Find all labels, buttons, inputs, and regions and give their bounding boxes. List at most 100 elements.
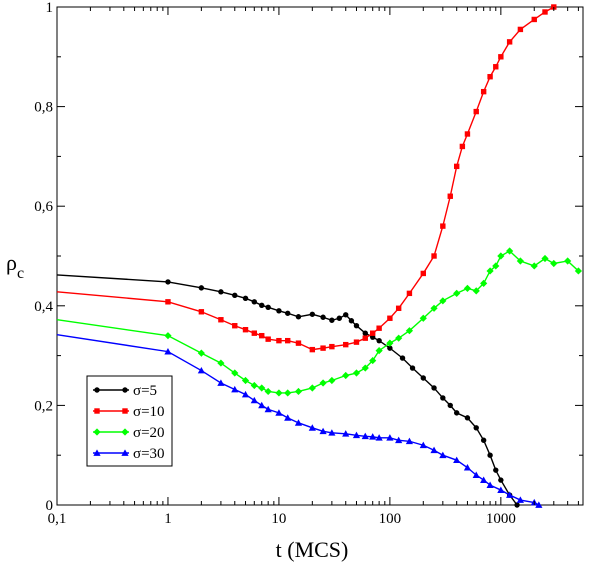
data-point — [275, 389, 283, 397]
data-point — [493, 467, 499, 473]
legend-label: σ=5 — [133, 383, 157, 399]
data-point — [275, 409, 283, 416]
data-point — [376, 325, 382, 331]
data-point — [231, 385, 239, 393]
series-1 — [56, 274, 520, 508]
data-point — [294, 387, 303, 396]
data-point — [342, 430, 350, 437]
data-point — [342, 371, 350, 380]
data-point — [362, 335, 368, 341]
data-point — [574, 267, 583, 275]
legend-label: σ=10 — [133, 404, 165, 420]
data-point — [352, 369, 361, 377]
y-axis-title: ρc — [6, 250, 24, 282]
data-point — [250, 381, 258, 390]
data-point — [541, 254, 549, 263]
data-point — [498, 54, 504, 60]
tick-layer: 0,1 1 10 100 1000 0 0,2 0,4 0,6 0,8 1 — [34, 0, 583, 527]
legend-label: σ=20 — [133, 425, 165, 441]
data-point — [258, 384, 266, 392]
data-point — [480, 88, 487, 95]
data-point — [276, 337, 282, 344]
data-point — [232, 323, 238, 329]
data-point — [463, 464, 472, 471]
data-point — [386, 339, 394, 347]
data-point — [369, 356, 377, 365]
legend-marker — [94, 408, 100, 414]
data-point — [480, 476, 488, 483]
data-point — [395, 334, 403, 342]
data-point — [480, 437, 487, 443]
data-point — [387, 345, 393, 351]
data-point — [284, 414, 292, 421]
data-point — [309, 311, 316, 317]
data-point — [198, 285, 205, 291]
legend-marker — [93, 428, 101, 436]
series-line — [56, 250, 579, 394]
data-point — [376, 337, 382, 344]
data-point — [361, 364, 369, 372]
data-point — [542, 9, 548, 15]
data-point — [472, 471, 480, 478]
legend-box — [86, 375, 173, 467]
x-axis-title: t (MCS) — [276, 537, 349, 562]
y-tick-label: 0,8 — [34, 100, 53, 116]
data-point — [285, 310, 291, 316]
legend-marker — [122, 408, 128, 414]
data-point — [369, 433, 377, 440]
data-point — [473, 108, 479, 115]
data-point — [264, 405, 272, 413]
data-point — [348, 318, 355, 324]
y-axis-title-main: ρ — [6, 250, 17, 275]
data-point — [517, 26, 524, 33]
data-point — [353, 339, 360, 345]
data-point — [514, 502, 520, 508]
data-point — [295, 314, 302, 320]
data-point — [308, 424, 316, 431]
data-point — [453, 289, 461, 297]
data-point — [218, 317, 224, 323]
data-point — [395, 305, 402, 311]
data-point — [459, 143, 466, 150]
data-point — [498, 477, 504, 483]
x-tick-label: 0,1 — [48, 511, 67, 527]
legend-entry: σ=5 — [93, 383, 157, 399]
data-point — [375, 347, 383, 355]
data-point — [217, 379, 225, 386]
legend-marker — [121, 428, 129, 436]
data-point — [430, 446, 438, 454]
legend-entry: σ=30 — [93, 446, 165, 462]
data-point — [487, 74, 493, 80]
data-point — [361, 432, 369, 440]
data-point — [329, 317, 335, 323]
data-point — [440, 223, 446, 229]
legend-label: σ=30 — [133, 446, 165, 462]
data-point — [265, 304, 271, 310]
data-point — [259, 302, 265, 309]
data-point — [353, 323, 360, 329]
data-point — [164, 348, 172, 355]
data-point — [198, 309, 205, 315]
x-tick-label: 100 — [379, 511, 402, 527]
data-point — [493, 64, 499, 70]
data-point — [497, 252, 505, 260]
series-2 — [56, 4, 557, 353]
data-point — [294, 419, 303, 426]
data-point — [399, 355, 406, 361]
data-point — [516, 257, 524, 265]
data-point — [506, 491, 514, 498]
data-point — [430, 304, 438, 312]
data-point — [447, 193, 453, 199]
y-tick-label: 0,4 — [34, 299, 53, 315]
data-point — [285, 337, 291, 344]
data-point — [464, 415, 471, 421]
data-point — [197, 366, 205, 374]
data-point — [486, 481, 494, 488]
data-point — [232, 292, 238, 299]
legend-marker — [121, 449, 129, 456]
x-tick-label: 10 — [271, 511, 286, 527]
series-4 — [56, 333, 543, 508]
data-point — [409, 365, 416, 371]
data-point — [319, 427, 327, 435]
